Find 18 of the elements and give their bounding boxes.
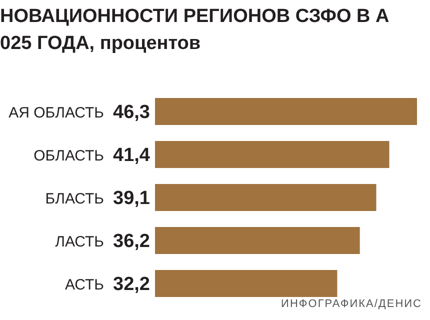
data-label: 39,1: [113, 188, 150, 210]
data-label: 36,2: [113, 231, 150, 252]
data-label: 41,4: [113, 145, 150, 166]
y-tick-label: ОБЛАСТЬ: [34, 148, 104, 164]
bar: [155, 270, 338, 297]
bar: [155, 184, 376, 211]
chart-title: НОВАЦИОННОСТИ РЕГИОНОВ СЗФО В А: [0, 6, 390, 28]
y-tick-label: АЯ ОБЛАСТЬ: [8, 104, 104, 122]
y-tick-label: БЛАСТЬ: [45, 190, 104, 208]
y-tick-label: АСТЬ: [64, 276, 104, 294]
bar: [155, 98, 417, 125]
bar: [155, 227, 360, 254]
data-label: 32,2: [113, 274, 150, 296]
bar: [155, 141, 390, 168]
data-label: 46,3: [113, 102, 150, 124]
annotation: ИНФОГРАФИКА/ДЕНИС: [281, 298, 422, 310]
chart-subtitle: 025 ГОДА, процентов: [0, 33, 201, 55]
y-tick-label: ЛАСТЬ: [55, 234, 104, 250]
